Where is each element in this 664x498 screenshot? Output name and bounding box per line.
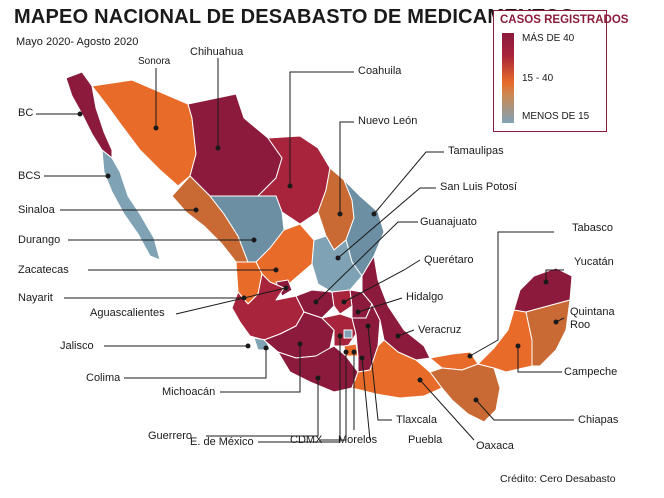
leader-veracruz xyxy=(397,329,415,337)
map-subtitle: Mayo 2020- Agosto 2020 xyxy=(16,36,139,48)
legend: CASOS REGISTRADOS MÁS DE 40 15 - 40 MENO… xyxy=(493,10,628,132)
state-chihuahua xyxy=(187,93,283,197)
leader-cdmx xyxy=(320,352,347,441)
label-edomex: E. de México xyxy=(190,436,254,448)
label-hidalgo: Hidalgo xyxy=(406,291,444,303)
map-title: MAPEO NACIONAL DE DESABASTO DE MEDICAMEN… xyxy=(14,6,574,28)
label-nuevo-leon: Nuevo León xyxy=(358,115,418,127)
label-guanajuato: Guanajuato xyxy=(420,216,477,228)
leader-yucatan xyxy=(545,269,564,282)
label-durango: Durango xyxy=(18,234,61,246)
state-bc xyxy=(65,71,113,159)
label-guerrero: Guerrero xyxy=(148,430,193,442)
label-sonora: Sonora xyxy=(138,56,171,67)
label-tabasco: Tabasco xyxy=(572,222,613,234)
label-nayarit: Nayarit xyxy=(18,292,53,304)
label-bcs: BCS xyxy=(18,170,41,182)
label-slp: San Luis Potosí xyxy=(440,181,518,193)
label-colima: Colima xyxy=(86,372,121,384)
label-veracruz: Veracruz xyxy=(418,324,462,336)
leader-nuevo-leon xyxy=(339,121,354,214)
leader-hidalgo xyxy=(357,297,403,313)
label-michoacan: Michoacán xyxy=(162,386,216,398)
state-bcs xyxy=(101,149,161,261)
label-tamaulipas: Tamaulipas xyxy=(448,145,504,157)
label-yucatan: Yucatán xyxy=(574,256,614,268)
label-chiapas: Chiapas xyxy=(578,414,619,426)
credit-text: Crédito: Cero Desabasto xyxy=(500,473,616,485)
leader-guerrero xyxy=(206,378,319,437)
leader-tamaulipas xyxy=(373,151,444,215)
leader-guanajuato xyxy=(315,221,418,303)
label-campeche: Campeche xyxy=(564,366,618,378)
leader-michoacan xyxy=(220,344,301,393)
legend-color-bar xyxy=(502,33,514,123)
label-oaxaca: Oaxaca xyxy=(476,440,514,452)
leader-chiapas xyxy=(475,399,574,421)
legend-mid-label: 15 - 40 xyxy=(522,73,554,84)
label-quintana-roo: Quintana Roo xyxy=(570,306,615,331)
label-tlaxcala: Tlaxcala xyxy=(396,414,437,426)
leader-colima xyxy=(124,348,267,379)
leader-slp xyxy=(337,187,436,259)
label-chihuahua: Chihuahua xyxy=(190,46,244,58)
state-cdmx xyxy=(343,329,353,339)
leader-tlaxcala xyxy=(367,325,392,421)
state-guerrero xyxy=(277,345,359,393)
state-campeche xyxy=(477,309,533,373)
label-cdmx: CDMX xyxy=(290,434,323,446)
legend-high-label: MÁS DE 40 xyxy=(522,33,575,44)
leader-coahuila xyxy=(289,71,354,186)
leader-queretaro xyxy=(343,259,421,303)
leader-aguascalientes xyxy=(175,287,287,315)
label-jalisco: Jalisco xyxy=(60,340,94,352)
legend-low-label: MENOS DE 15 xyxy=(522,111,590,122)
state-quintana-roo xyxy=(525,299,571,367)
label-queretaro: Querétaro xyxy=(424,254,474,266)
leader-campeche xyxy=(517,346,562,373)
state-chiapas xyxy=(429,363,501,423)
leader-tabasco xyxy=(469,231,554,357)
label-coahuila: Coahuila xyxy=(358,65,402,77)
label-puebla: Puebla xyxy=(408,434,443,446)
label-morelos: Morelos xyxy=(338,434,378,446)
leader-puebla xyxy=(361,357,371,441)
label-aguascalientes: Aguascalientes xyxy=(90,307,165,319)
label-zacatecas: Zacatecas xyxy=(18,264,69,276)
label-sinaloa: Sinaloa xyxy=(18,204,55,216)
legend-title: CASOS REGISTRADOS xyxy=(500,14,629,26)
state-sonora xyxy=(91,79,197,187)
leader-edomex xyxy=(258,336,341,443)
label-bc: BC xyxy=(18,107,34,119)
leader-oaxaca xyxy=(419,379,475,441)
